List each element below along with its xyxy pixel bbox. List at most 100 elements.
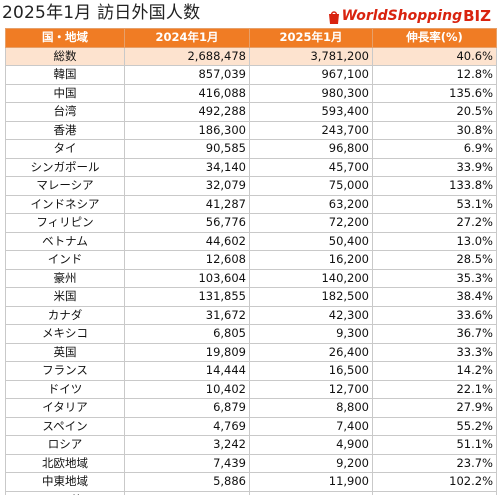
header-region: 国・地域 xyxy=(5,28,125,48)
region-cell: イタリア xyxy=(5,398,125,418)
growth-rate-cell: 30.8% xyxy=(372,120,497,140)
value-2025-cell: 96,800 xyxy=(249,139,373,159)
growth-rate-cell: 12.8% xyxy=(372,65,497,85)
table-row: 北欧地域 7,439 9,200 23.7% xyxy=(5,453,497,473)
table-row: インド 12,608 16,200 28.5% xyxy=(5,250,497,270)
table-row-total: 総数 2,688,478 3,781,200 40.6% xyxy=(5,46,497,66)
value-2024-cell: 103,604 xyxy=(124,268,250,288)
table-row: タイ 90,585 96,800 6.9% xyxy=(5,139,497,159)
value-2024-cell: 14,444 xyxy=(124,361,250,381)
growth-rate-cell: 28.5% xyxy=(372,250,497,270)
region-cell: インド xyxy=(5,250,125,270)
value-2025-cell: 50,400 xyxy=(249,231,373,251)
growth-rate-cell: 102.2% xyxy=(372,472,497,492)
value-2025-cell: 16,200 xyxy=(249,250,373,270)
value-2024-cell: 44,602 xyxy=(124,231,250,251)
table-row: フィリピン 56,776 72,200 27.2% xyxy=(5,213,497,233)
visitor-stats-table: 国・地域 2024年1月 2025年1月 伸長率(%) 総数 2,688,478 3… xyxy=(5,28,497,495)
region-cell: スペイン xyxy=(5,416,125,436)
table-row: 豪州 103,604 140,200 35.3% xyxy=(5,268,497,288)
value-2024-cell: 492,288 xyxy=(124,102,250,122)
value-2025-cell: 72,200 xyxy=(249,213,373,233)
growth-rate-cell: 33.9% xyxy=(372,157,497,177)
value-2025-cell: 9,200 xyxy=(249,453,373,473)
region-cell: 英国 xyxy=(5,342,125,362)
growth-rate-cell: 27.9% xyxy=(372,398,497,418)
value-2025-cell: 16,500 xyxy=(249,361,373,381)
value-2024-cell: 32,079 xyxy=(124,176,250,196)
region-cell: 米国 xyxy=(5,287,125,307)
value-2025-cell: 11,900 xyxy=(249,472,373,492)
table-row: ドイツ 10,402 12,700 22.1% xyxy=(5,379,497,399)
region-cell: 台湾 xyxy=(5,102,125,122)
value-2025-cell: 3,781,200 xyxy=(249,46,373,66)
table-row: 中国 416,088 980,300 135.6% xyxy=(5,83,497,103)
region-cell: インドネシア xyxy=(5,194,125,214)
value-2024-cell: 3,242 xyxy=(124,435,250,455)
table-row: マレーシア 32,079 75,000 133.8% xyxy=(5,176,497,196)
growth-rate-cell: 51.1% xyxy=(372,435,497,455)
value-2024-cell: 77,880 xyxy=(124,490,250,495)
value-2025-cell: 12,700 xyxy=(249,379,373,399)
page-title: 2025年1月 訪日外国人数 xyxy=(2,3,201,23)
region-cell: メキシコ xyxy=(5,324,125,344)
growth-rate-cell: 23.7% xyxy=(372,453,497,473)
region-cell: 豪州 xyxy=(5,268,125,288)
table-row: スペイン 4,769 7,400 55.2% xyxy=(5,416,497,436)
value-2024-cell: 2,688,478 xyxy=(124,46,250,66)
value-2024-cell: 6,805 xyxy=(124,324,250,344)
growth-rate-cell: 14.2% xyxy=(372,361,497,381)
value-2024-cell: 7,439 xyxy=(124,453,250,473)
growth-rate-cell: 133.8% xyxy=(372,176,497,196)
region-cell: シンガポール xyxy=(5,157,125,177)
region-cell: その他 xyxy=(5,490,125,495)
value-2025-cell: 182,500 xyxy=(249,287,373,307)
growth-rate-cell: 33.3% xyxy=(372,342,497,362)
table-row: メキシコ 6,805 9,300 36.7% xyxy=(5,324,497,344)
logo-suffix: BIZ xyxy=(463,7,491,25)
growth-rate-cell: 6.9% xyxy=(372,139,497,159)
growth-rate-cell: 135.6% xyxy=(372,83,497,103)
table-row: インドネシア 41,287 63,200 53.1% xyxy=(5,194,497,214)
growth-rate-cell: 40.6% xyxy=(372,46,497,66)
growth-rate-cell: 22.1% xyxy=(372,379,497,399)
region-cell: ドイツ xyxy=(5,379,125,399)
table-row: 香港 186,300 243,700 30.8% xyxy=(5,120,497,140)
table-header-row: 国・地域 2024年1月 2025年1月 伸長率(%) xyxy=(5,28,497,48)
growth-rate-cell: 33.6% xyxy=(372,305,497,325)
value-2025-cell: 980,300 xyxy=(249,83,373,103)
table-row: カナダ 31,672 42,300 33.6% xyxy=(5,305,497,325)
region-cell: 韓国 xyxy=(5,65,125,85)
growth-rate-cell: 36.7% xyxy=(372,324,497,344)
table-row: イタリア 6,879 8,800 27.9% xyxy=(5,398,497,418)
growth-rate-cell: 13.0% xyxy=(372,231,497,251)
value-2025-cell: 7,400 xyxy=(249,416,373,436)
region-cell: ベトナム xyxy=(5,231,125,251)
growth-rate-cell: 55.2% xyxy=(372,416,497,436)
value-2025-cell: 42,300 xyxy=(249,305,373,325)
table-row: 韓国 857,039 967,100 12.8% xyxy=(5,65,497,85)
region-cell: タイ xyxy=(5,139,125,159)
table-row: ベトナム 44,602 50,400 13.0% xyxy=(5,231,497,251)
value-2024-cell: 19,809 xyxy=(124,342,250,362)
value-2025-cell: 243,700 xyxy=(249,120,373,140)
value-2025-cell: 4,900 xyxy=(249,435,373,455)
table-row: 台湾 492,288 593,400 20.5% xyxy=(5,102,497,122)
value-2025-cell: 967,100 xyxy=(249,65,373,85)
region-cell: 総数 xyxy=(5,46,125,66)
region-cell: ロシア xyxy=(5,435,125,455)
value-2024-cell: 34,140 xyxy=(124,157,250,177)
region-cell: フランス xyxy=(5,361,125,381)
growth-rate-cell: 35.3% xyxy=(372,268,497,288)
region-cell: 中国 xyxy=(5,83,125,103)
value-2024-cell: 131,855 xyxy=(124,287,250,307)
value-2024-cell: 56,776 xyxy=(124,213,250,233)
value-2025-cell: 105,100 xyxy=(249,490,373,495)
region-cell: マレーシア xyxy=(5,176,125,196)
table-row: 英国 19,809 26,400 33.3% xyxy=(5,342,497,362)
value-2025-cell: 45,700 xyxy=(249,157,373,177)
table-row: フランス 14,444 16,500 14.2% xyxy=(5,361,497,381)
value-2024-cell: 41,287 xyxy=(124,194,250,214)
value-2024-cell: 4,769 xyxy=(124,416,250,436)
table-row: シンガポール 34,140 45,700 33.9% xyxy=(5,157,497,177)
